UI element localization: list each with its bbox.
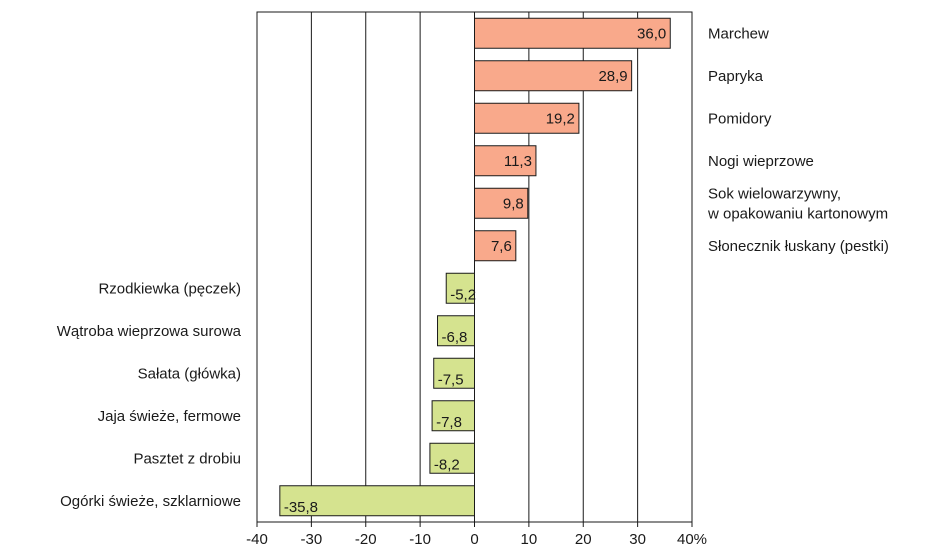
bar [474,17,671,49]
x-tick-label: -30 [301,531,323,547]
data-label: 19,2 [546,110,575,127]
bars: 36,0 28,9 19,2 11,3 9,8 7,6 -5,2 -6,8 -7,5 -7,8 -8… [279,17,671,517]
x-axis-tick-labels: -40 -30 -20 -10 0 10 20 30 40% [246,531,707,547]
bar [431,400,475,432]
category-label: Marchew [708,25,769,42]
bar [474,145,537,177]
data-label: 36,0 [637,25,666,42]
category-label: Papryka [708,68,764,85]
bar [474,187,529,219]
category-label: Jaja świeże, fermowe [98,408,241,425]
category-label: Nogi wieprzowe [708,153,814,170]
data-label: 7,6 [491,238,512,255]
x-tick-label: 10 [521,531,538,547]
category-labels: Marchew Papryka Pomidory Nogi wieprzowe Sok … [57,25,889,510]
data-label: -7,5 [438,371,464,388]
x-tick-label: -20 [355,531,377,547]
data-label: -5,2 [450,286,476,303]
x-tick-label: 20 [575,531,592,547]
data-label: -35,8 [284,499,318,516]
data-label: -7,8 [436,414,462,431]
data-label: -6,8 [442,329,468,346]
bar [474,230,517,262]
data-label: 9,8 [503,195,524,212]
bar [437,315,475,347]
category-label: Rzodkiewka (pęczek) [98,280,241,297]
category-label: Sałata (główka) [138,365,241,382]
category-label: Wątroba wieprzowa surowa [57,323,242,340]
x-tick-label: 30 [629,531,646,547]
category-label: w opakowaniu kartonowym [707,205,888,222]
bar [474,102,580,134]
data-label: 11,3 [504,153,532,170]
category-label: Pomidory [708,110,772,127]
bar [429,442,476,474]
data-label: 28,9 [598,68,627,85]
data-label: -8,2 [434,456,460,473]
x-tick-label: 40% [677,531,707,547]
grid-lines [256,11,693,527]
category-label: Ogórki świeże, szklarniowe [60,493,241,510]
x-tick-label: 0 [470,531,478,547]
bar [279,485,475,517]
category-label: Sok wielowarzywny, [708,185,841,202]
bar [445,272,476,304]
x-tick-label: -40 [246,531,268,547]
x-tick-label: -10 [409,531,431,547]
bar [474,60,633,92]
bar [433,357,475,389]
category-label: Pasztet z drobiu [133,450,241,467]
category-label: Słonecznik łuskany (pestki) [708,238,889,255]
